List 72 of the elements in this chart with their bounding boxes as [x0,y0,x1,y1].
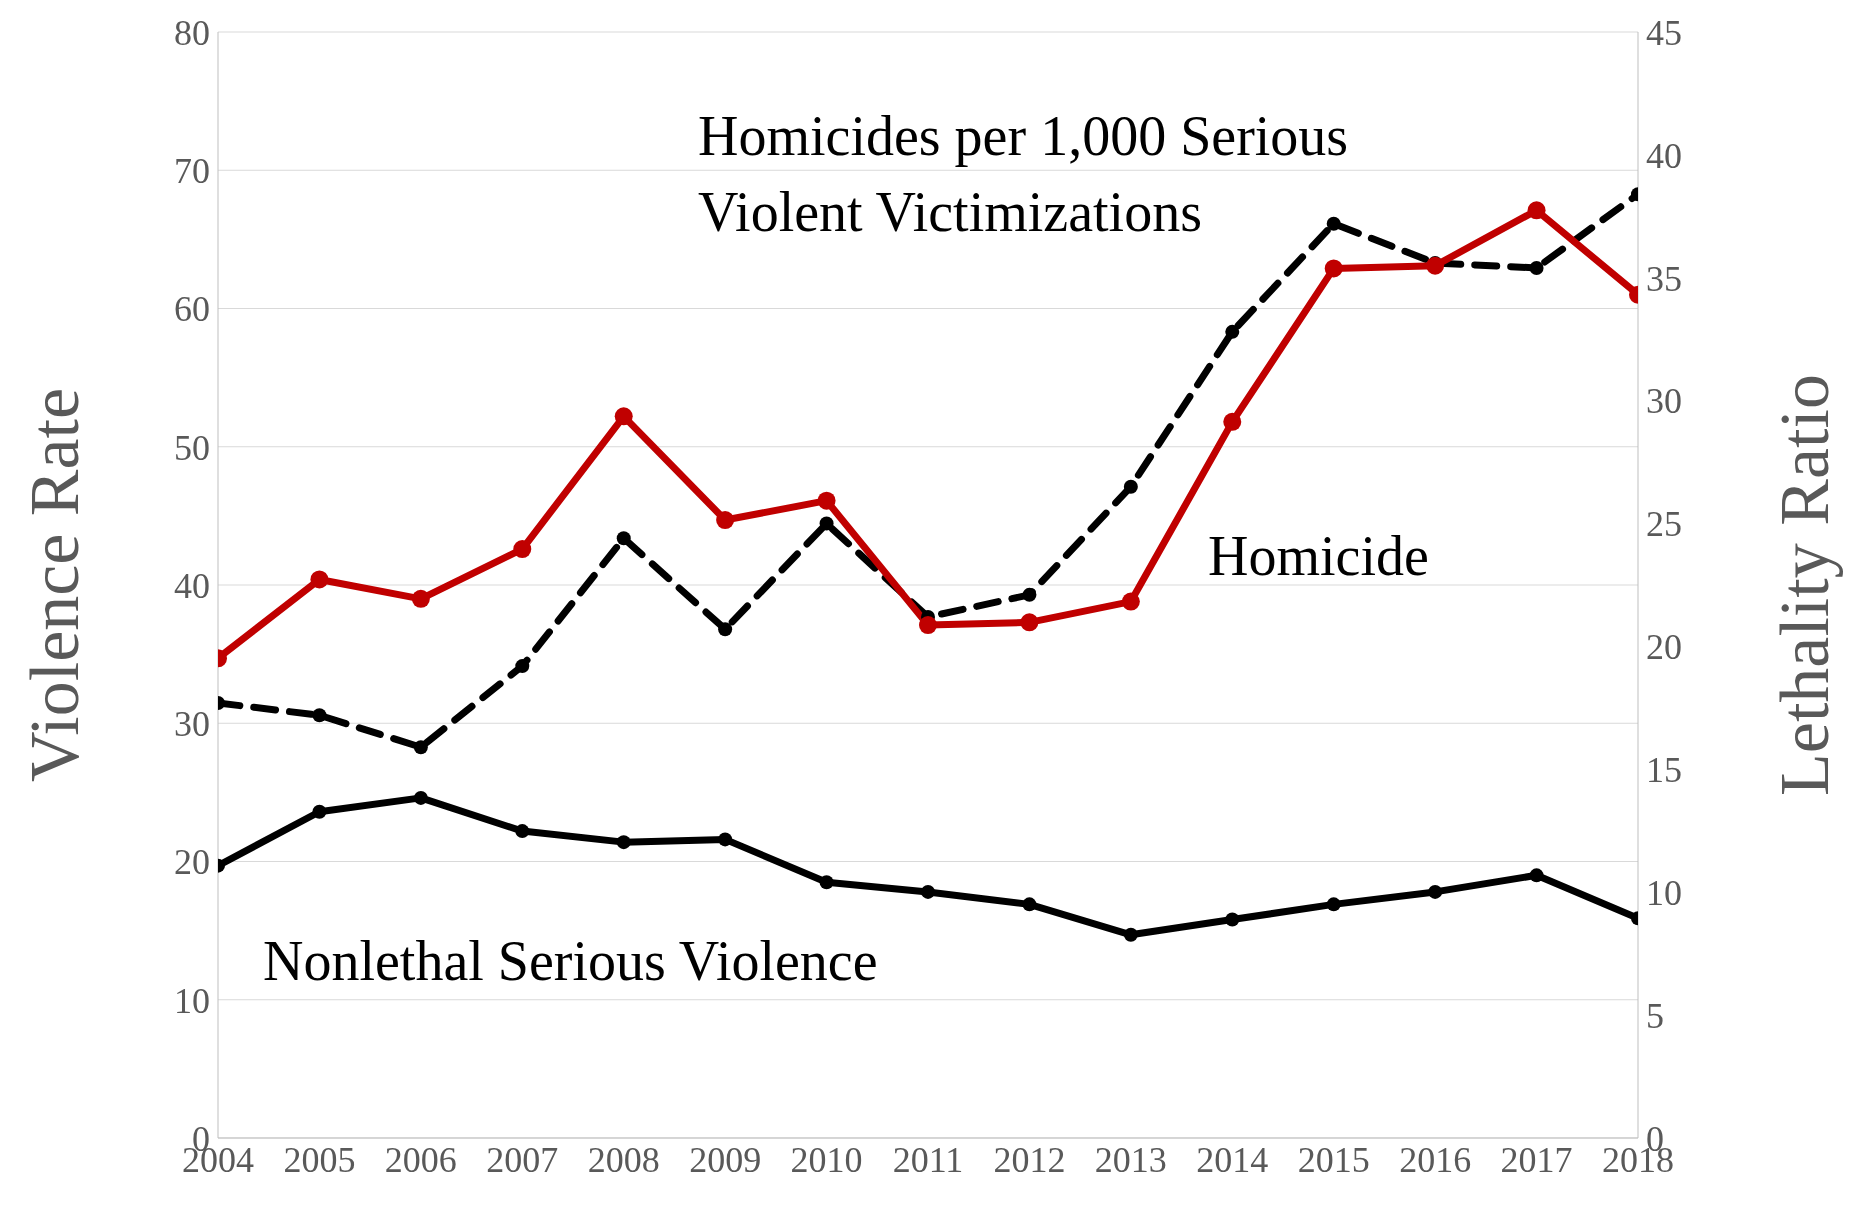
point [718,832,733,847]
point [413,790,428,805]
point [312,708,327,723]
point [1123,927,1138,942]
point [1225,912,1240,927]
x-tick-label: 2016 [1399,1139,1472,1180]
point [1123,479,1138,494]
point [1020,613,1039,632]
point [1324,259,1343,278]
y-tick-label: 80 [174,12,210,53]
x-tick-label: 2009 [689,1139,762,1180]
y-tick-label: 40 [174,565,210,606]
point [1326,216,1341,231]
x-tick-label: 2014 [1196,1139,1269,1180]
point [919,616,937,635]
point [817,491,836,510]
point [819,516,834,531]
point [616,835,631,850]
x-tick-label: 2010 [790,1139,863,1180]
point [411,589,430,608]
x-tick-label: 2011 [892,1139,964,1180]
point [413,740,428,755]
point [312,804,327,819]
y2-tick-label: 10 [1646,873,1682,913]
point [1428,884,1443,899]
point [513,540,532,559]
y-tick-label: 30 [174,704,210,745]
x-tick-label: 2005 [283,1139,356,1180]
y-tick-label: 20 [174,842,210,883]
point [1223,412,1242,431]
point [616,531,631,546]
point [1022,897,1037,912]
y2-tick-label: 20 [1646,627,1682,668]
y-tick-label: 60 [174,289,210,330]
point [819,875,834,890]
y2-tick-label: 25 [1646,504,1682,545]
point [718,622,733,637]
series-label: Homicides per 1,000 Serious Violent Victimizations [698,104,1350,245]
point [1529,260,1544,275]
x-tick-label: 2006 [384,1139,457,1180]
y-tick-label: 50 [174,427,210,468]
y2-tick-label: 5 [1646,995,1664,1036]
point [1022,587,1037,602]
y-axis-title: Violence Rate [15,387,93,783]
x-tick-label: 2007 [486,1139,559,1180]
point [1529,868,1544,883]
y-tick-label: 70 [174,151,210,192]
point [310,570,329,589]
point [1326,897,1341,912]
point [716,511,735,530]
y2-tick-label: 45 [1646,12,1682,53]
y2-tick-label: 40 [1646,135,1682,176]
y2-tick-label: 35 [1646,258,1682,299]
x-tick-label: 2015 [1297,1139,1370,1180]
y-tick-label: 10 [174,980,210,1021]
series-label: Homicide [1208,524,1430,589]
y2-axis-title: Lethality Ratio [1765,374,1843,796]
x-tick-label: 2013 [1094,1139,1167,1180]
series-label: Nonlethal Serious Violence [263,929,879,994]
point [1225,324,1240,339]
point [1121,592,1140,611]
point [515,659,530,674]
point [1527,201,1546,220]
x-tick-label: 2008 [587,1139,660,1180]
point [921,884,935,899]
y2-tick-label: 15 [1646,750,1682,791]
x-tick-label: 2017 [1500,1139,1573,1180]
point [614,407,633,426]
y2-tick-label: 30 [1646,381,1682,422]
point [1426,256,1445,275]
x-tick-label: 2012 [993,1139,1066,1180]
point [515,824,530,839]
